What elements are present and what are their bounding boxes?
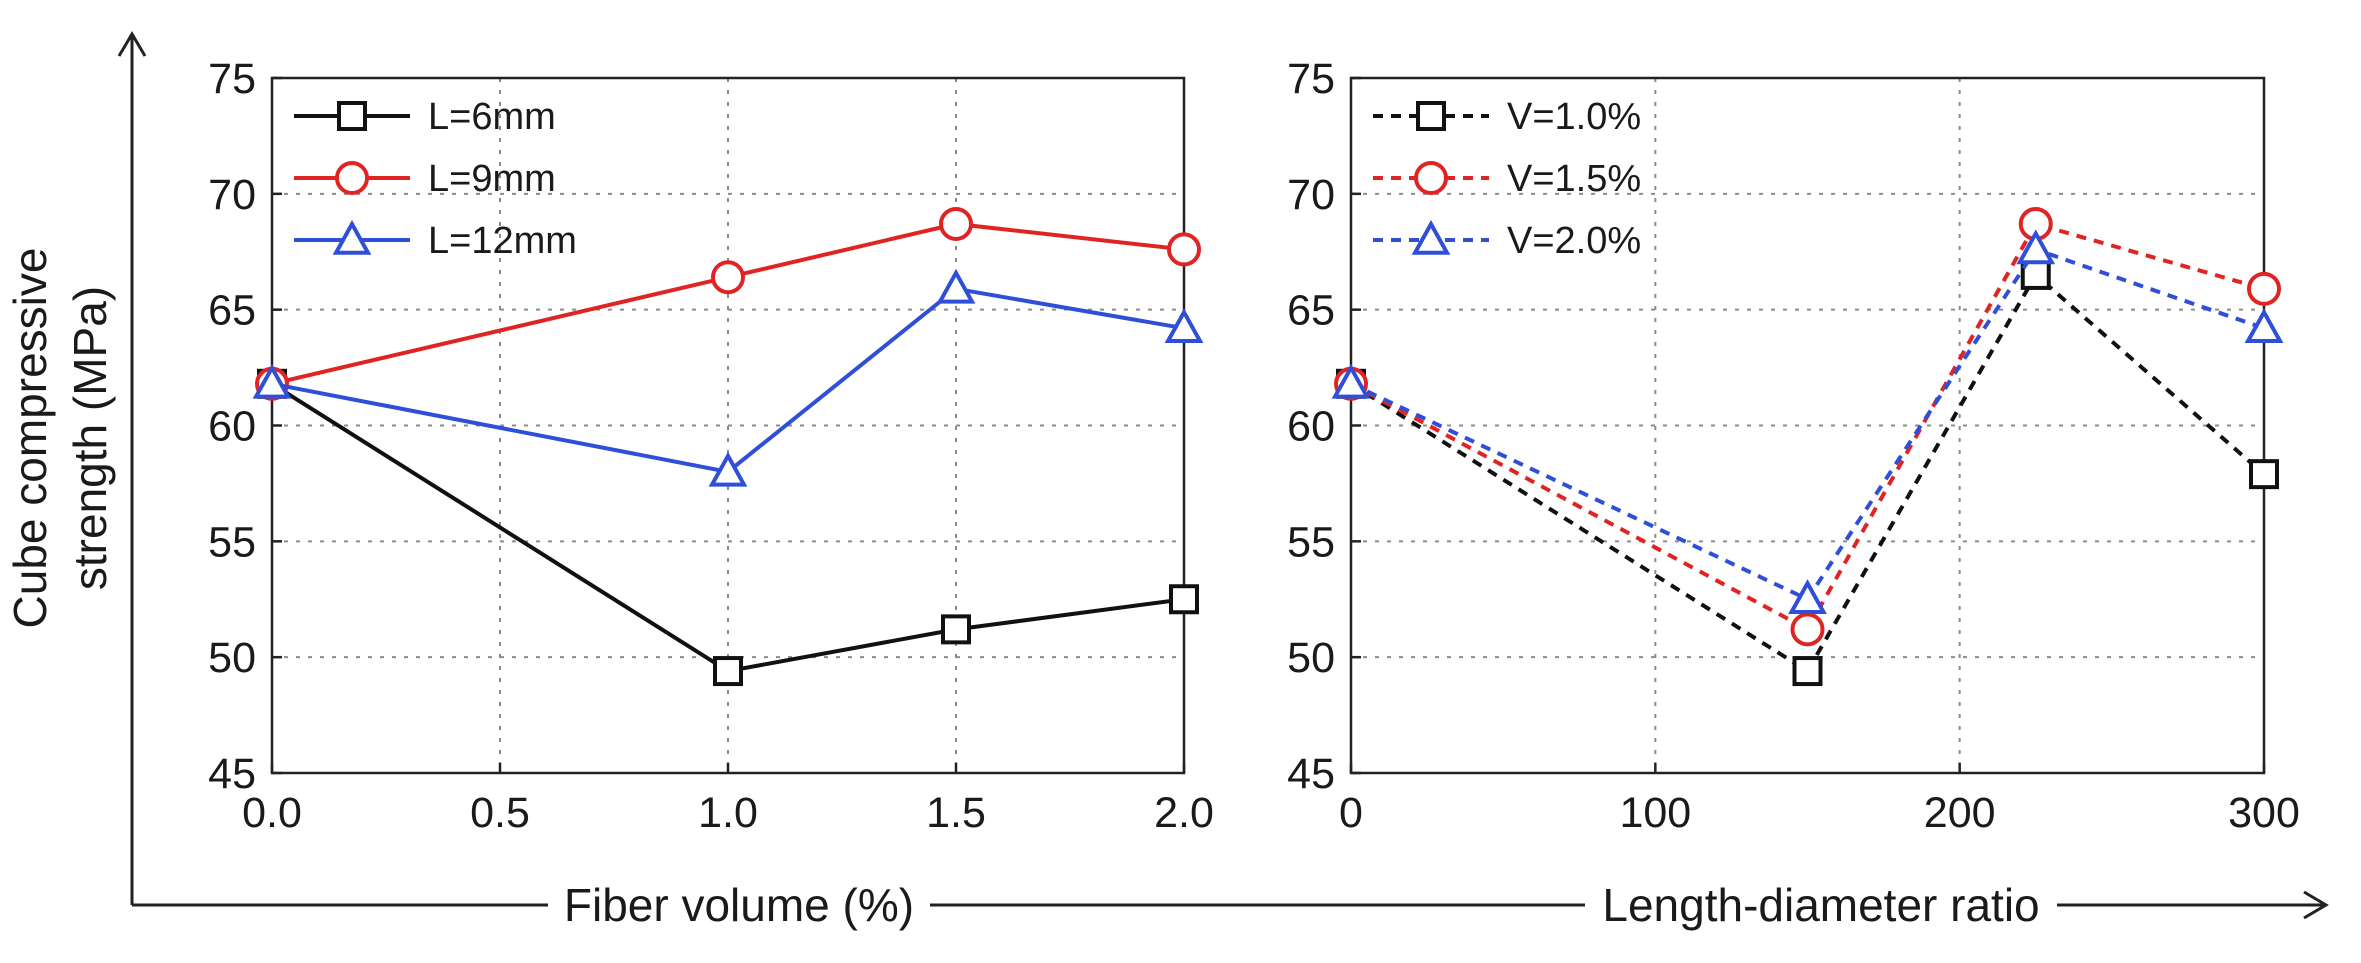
data-point-v-1-5- <box>2247 271 2281 306</box>
y-axis-title-group: Cube compressive strength (MPa) <box>0 153 124 723</box>
legend: V=1.0% V=1.5% V=2.0% <box>1373 96 1641 262</box>
y-tick-label: 70 <box>1287 171 1335 219</box>
y-tick-label: 60 <box>1287 403 1335 451</box>
y-tick-label: 50 <box>1287 634 1335 682</box>
y-tick-label: 50 <box>208 634 256 682</box>
x-tick-label: 200 <box>1924 789 1996 837</box>
data-point-l-6mm <box>713 656 743 687</box>
x-tick-label: 1.0 <box>698 789 758 837</box>
data-point-l-6mm <box>941 614 971 645</box>
data-point-v-2-0- <box>1788 579 1827 615</box>
legend: L=6mm L=9mm L=12mm <box>294 96 577 262</box>
data-point-l-12mm <box>708 451 748 487</box>
data-point-l-9mm <box>1167 232 1201 267</box>
x-tick-label: 0 <box>1339 789 1363 837</box>
legend-label-v-1-5-: V=1.5% <box>1507 158 1641 200</box>
legend-marker-l-12mm <box>332 219 372 255</box>
legend-marker-v-2-0- <box>1411 219 1451 255</box>
tick-labels: 0.0 0.5 1.0 1.5 2.0 45 50 55 60 65 70 75 <box>208 55 1214 837</box>
series-line-l-9mm <box>271 221 1185 386</box>
y-axis-title-line-2: strength (MPa) <box>64 286 116 590</box>
x-tick-label: 0.5 <box>470 789 530 837</box>
x-axis-title-left-group: Fiber volume (%) <box>548 878 930 934</box>
legend-marker-v-1-5- <box>1414 161 1448 195</box>
y-tick-label: 75 <box>208 55 256 103</box>
x-tick-label: 300 <box>2228 789 2300 837</box>
y-axis-title-line-1: Cube compressive <box>4 248 56 629</box>
y-tick-label: 45 <box>208 750 256 798</box>
series-line-l-12mm <box>271 286 1185 474</box>
y-tick-label: 65 <box>208 287 256 335</box>
chart-fiber-volume: 0.0 0.5 1.0 1.5 2.0 45 50 55 60 65 70 75 L=6mm L=9mm… <box>208 55 1214 837</box>
series-lines <box>252 206 1204 687</box>
y-arrow-head-icon <box>117 31 147 57</box>
tick-labels: 0 100 200 300 45 50 55 60 65 70 75 <box>1287 55 2300 837</box>
legend-label-v-1-0-: V=1.0% <box>1507 96 1641 138</box>
data-point-v-2-0- <box>2244 308 2284 343</box>
data-point-l-12mm <box>1164 308 1204 343</box>
x-axis-title-right-group: Length-diameter ratio <box>1585 878 2057 934</box>
data-point-v-1-5- <box>1790 612 1825 647</box>
x-axis-title-left: Fiber volume (%) <box>564 879 914 931</box>
series-line-v-1-5- <box>1350 221 2265 633</box>
x-axis-title-right-background <box>1585 878 2057 934</box>
y-tick-label: 55 <box>1287 518 1335 566</box>
y-axis-title-background <box>0 153 124 723</box>
x-tick-label: 0.0 <box>242 789 302 837</box>
y-tick-label: 65 <box>1287 287 1335 335</box>
legend-label-l-9mm: L=9mm <box>428 158 556 200</box>
legend-label-l-6mm: L=6mm <box>428 96 556 138</box>
y-tick-label: 75 <box>1287 55 1335 103</box>
legend-label-l-12mm: L=12mm <box>428 220 577 262</box>
data-point-l-12mm <box>936 268 976 304</box>
x-arrow-head-icon <box>2303 890 2329 920</box>
x-axis-title-right: Length-diameter ratio <box>1602 879 2039 931</box>
x-tick-label: 2.0 <box>1154 789 1214 837</box>
data-point-l-6mm <box>1169 584 1199 615</box>
data-point-v-2-0- <box>1331 363 1371 399</box>
data-point-v-1-0- <box>1792 656 1823 687</box>
series-lines <box>1331 206 2284 687</box>
legend-label-v-2-0-: V=2.0% <box>1507 220 1641 262</box>
legend-marker-v-1-0- <box>1416 101 1446 131</box>
series-line-v-2-0- <box>1350 247 2265 602</box>
data-point-v-2-0- <box>2016 229 2056 265</box>
y-tick-label: 60 <box>208 403 256 451</box>
x-axis-title-left-background <box>548 878 930 934</box>
y-tick-label: 70 <box>208 171 256 219</box>
legend-marker-l-6mm <box>337 101 367 131</box>
data-point-l-12mm <box>252 363 292 399</box>
x-tick-label: 100 <box>1619 789 1691 837</box>
data-point-v-1-0- <box>2249 459 2279 490</box>
series-line-l-6mm <box>270 382 1185 674</box>
x-tick-label: 1.5 <box>926 789 986 837</box>
data-point-l-9mm <box>939 206 973 241</box>
legend-marker-l-9mm <box>335 161 369 195</box>
chart-length-diameter-ratio: 0 100 200 300 45 50 55 60 65 70 75 V=1.0% V=1.5% V=2… <box>1287 55 2300 837</box>
y-tick-label: 55 <box>208 518 256 566</box>
y-tick-label: 45 <box>1287 750 1335 798</box>
data-point-l-9mm <box>711 260 745 295</box>
